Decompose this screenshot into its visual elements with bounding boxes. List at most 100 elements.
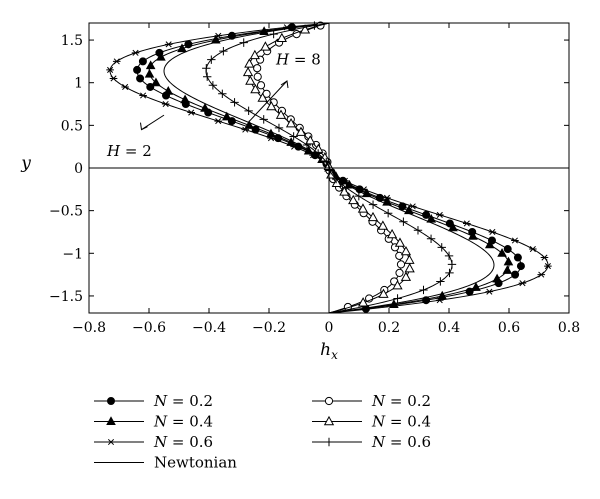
data-point <box>274 123 284 133</box>
data-point <box>244 120 254 129</box>
data-point <box>436 277 445 286</box>
data-point <box>187 109 195 116</box>
data-point <box>488 228 497 236</box>
data-point <box>164 41 173 48</box>
data-point <box>357 297 369 307</box>
legend-label-part: N <box>371 413 386 431</box>
legend-label: N = 0.2 <box>371 392 431 410</box>
annotation-h2-part: = 2 <box>120 142 152 160</box>
data-point <box>367 211 379 222</box>
data-point <box>435 211 444 218</box>
data-point <box>253 64 262 73</box>
data-point <box>138 57 147 66</box>
data-point <box>378 288 389 298</box>
y-tick-label: 1 <box>74 76 83 92</box>
y-tick-label: −1 <box>62 246 83 262</box>
data-point <box>503 245 512 254</box>
arrowhead-h2 <box>140 122 148 131</box>
data-point <box>133 65 142 74</box>
legend-label-part: = 0.2 <box>167 392 213 410</box>
legend-label-part: = 0.4 <box>385 413 431 431</box>
data-point <box>214 118 223 125</box>
data-point <box>256 81 266 90</box>
data-point <box>145 60 156 70</box>
data-point <box>161 100 170 108</box>
data-point <box>463 220 471 227</box>
data-point <box>408 203 417 210</box>
legend-entry: N = 0.6 <box>312 433 431 451</box>
data-point <box>383 194 391 201</box>
data-point <box>302 140 312 150</box>
data-point <box>200 103 210 112</box>
data-point <box>266 100 277 111</box>
data-point <box>444 251 454 261</box>
legend-marker <box>107 396 116 405</box>
data-point <box>331 177 342 188</box>
data-point <box>285 118 297 128</box>
data-point <box>377 220 389 230</box>
annotations-layer: H = 2H = 8 <box>106 51 321 161</box>
data-point <box>503 256 514 266</box>
data-point <box>513 253 522 262</box>
data-point <box>437 290 448 300</box>
data-point <box>404 263 415 273</box>
data-point <box>413 226 423 235</box>
annotation-h2-part: H <box>106 142 121 160</box>
data-point <box>230 98 239 107</box>
data-point <box>156 51 166 61</box>
data-point <box>400 245 412 256</box>
annotation-h8-part: H <box>275 51 290 69</box>
data-point <box>368 200 378 209</box>
data-point <box>447 260 457 269</box>
data-point <box>518 280 527 287</box>
legend-entry: N = 0.6 <box>94 433 213 451</box>
x-axis-title: hx <box>320 340 338 362</box>
data-point <box>121 83 129 91</box>
data-point <box>202 72 212 81</box>
x-tick-label: −0.2 <box>252 320 286 336</box>
arrow-h8 <box>249 80 288 122</box>
legend-label-part: N <box>371 392 386 410</box>
data-point <box>448 222 458 232</box>
legend-entry: N = 0.2 <box>312 392 431 410</box>
data-point <box>253 72 262 81</box>
data-point <box>289 132 298 141</box>
y-axis-title: y <box>20 154 31 174</box>
data-point <box>529 245 537 253</box>
data-point <box>239 38 248 47</box>
data-point <box>471 282 481 291</box>
data-point <box>399 217 408 226</box>
data-point <box>468 231 478 240</box>
data-point <box>392 280 403 290</box>
y-tick-label: 0.5 <box>61 118 83 134</box>
legend-marker <box>106 416 116 426</box>
data-point <box>242 66 254 77</box>
data-point <box>131 49 140 56</box>
legend-entry: N = 0.4 <box>94 413 213 431</box>
data-point <box>400 271 412 281</box>
legend-marker <box>107 438 115 446</box>
data-point <box>426 234 436 243</box>
legend-label-part: N <box>371 433 386 451</box>
data-point <box>348 194 359 205</box>
data-point <box>180 94 190 104</box>
data-point <box>516 262 525 271</box>
data-point <box>144 68 155 78</box>
data-point <box>241 126 250 133</box>
data-point <box>445 268 454 278</box>
data-point <box>136 74 145 83</box>
data-point <box>139 92 147 99</box>
data-point <box>485 288 494 295</box>
y-tick-label: 0 <box>74 161 83 177</box>
data-point <box>202 64 211 73</box>
legend-label-part: = 0.6 <box>385 433 431 451</box>
data-point <box>502 265 513 274</box>
data-point <box>244 58 255 68</box>
legend-label-part: Newtonian <box>154 454 237 472</box>
data-point <box>207 55 216 64</box>
legend-marker <box>324 437 334 447</box>
data-point <box>386 228 398 239</box>
data-point <box>484 239 495 249</box>
data-point <box>106 66 114 73</box>
